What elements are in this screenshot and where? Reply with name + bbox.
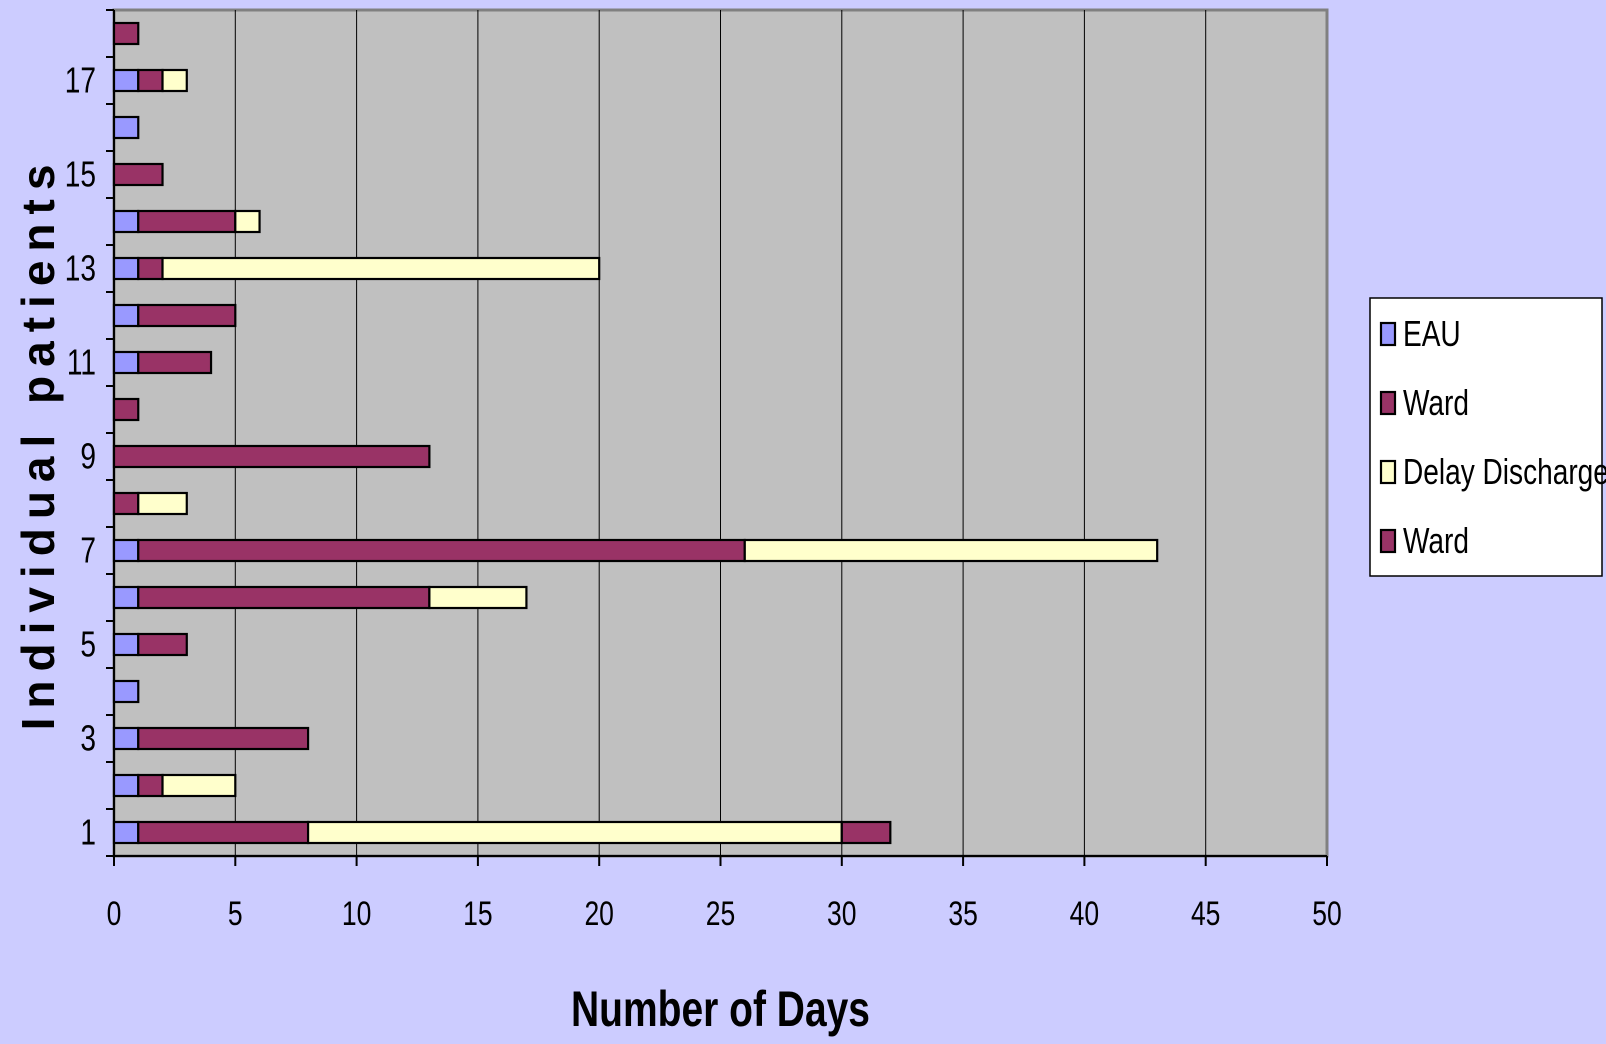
legend-swatch-3 — [1379, 528, 1397, 554]
y-tick-label-7: 7 — [80, 530, 96, 570]
bar-segment-patient-1-series-0 — [112, 820, 140, 845]
bar-segment-patient-14-series-0 — [112, 209, 140, 234]
bar-group-patient-2 — [112, 773, 237, 798]
bar-segment-patient-13-series-2 — [161, 256, 601, 281]
bar-group-patient-7 — [112, 538, 1159, 563]
legend-label-2: Delay Discharge — [1403, 452, 1606, 492]
y-tick-label-3: 3 — [80, 718, 96, 758]
bar-segment-patient-6-series-0 — [112, 585, 140, 610]
bar-group-patient-15 — [112, 162, 164, 187]
bar-segment-patient-1-series-1 — [137, 820, 310, 845]
bar-group-patient-5 — [112, 632, 188, 657]
x-tick-label-15: 15 — [463, 895, 493, 933]
legend: EAU Ward Delay Discharge Ward — [1369, 297, 1606, 577]
bar-group-patient-1 — [112, 820, 892, 845]
y-tick-label-15: 15 — [65, 154, 96, 194]
x-tick-label-5: 5 — [228, 895, 243, 933]
bar-group-patient-12 — [112, 303, 237, 328]
y-tick-label-13: 13 — [65, 248, 96, 288]
legend-label-0: EAU — [1403, 314, 1461, 354]
bar-segment-patient-11-series-1 — [137, 350, 213, 375]
legend-item-2: Delay Discharge — [1379, 452, 1606, 492]
bar-segment-patient-5-series-1 — [137, 632, 188, 657]
bar-segment-patient-2-series-0 — [112, 773, 140, 798]
bar-segment-patient-1-series-2 — [306, 820, 843, 845]
bar-segment-patient-8-series-1 — [112, 491, 140, 516]
bar-segment-patient-10-series-1 — [112, 397, 140, 422]
bar-group-patient-9 — [112, 444, 431, 469]
legend-item-3: Ward — [1379, 521, 1469, 561]
bars — [112, 21, 1159, 845]
x-axis-title: Number of Days — [571, 980, 870, 1037]
bar-segment-patient-1-series-3 — [840, 820, 892, 845]
bar-segment-patient-14-series-1 — [137, 209, 237, 234]
x-tick-label-20: 20 — [584, 895, 614, 933]
bar-segment-patient-7-series-1 — [137, 538, 746, 563]
y-axis-title: Individual patients — [12, 156, 64, 731]
bar-segment-patient-13-series-1 — [137, 256, 164, 281]
legend-swatch-0 — [1379, 321, 1397, 347]
bar-segment-patient-6-series-1 — [137, 585, 431, 610]
bar-segment-patient-5-series-0 — [112, 632, 140, 657]
legend-item-0: EAU — [1379, 314, 1461, 354]
bar-segment-patient-3-series-1 — [137, 726, 310, 751]
legend-swatch-1 — [1379, 390, 1397, 416]
bar-segment-patient-12-series-0 — [112, 303, 140, 328]
x-tick-label-45: 45 — [1191, 895, 1221, 933]
bar-segment-patient-7-series-2 — [743, 538, 1159, 563]
y-tick-label-11: 11 — [67, 342, 96, 382]
bar-segment-patient-3-series-0 — [112, 726, 140, 751]
bar-group-patient-18 — [112, 21, 140, 46]
legend-swatch-2 — [1379, 459, 1397, 485]
bar-group-patient-4 — [112, 679, 140, 704]
legend-box — [1369, 297, 1603, 577]
bar-segment-patient-8-series-2 — [137, 491, 188, 516]
bar-group-patient-11 — [112, 350, 213, 375]
legend-label-1: Ward — [1403, 383, 1469, 423]
bar-segment-patient-12-series-1 — [137, 303, 237, 328]
bar-segment-patient-15-series-1 — [112, 162, 164, 187]
bar-group-patient-10 — [112, 397, 140, 422]
bar-segment-patient-16-series-0 — [112, 115, 140, 140]
legend-item-1: Ward — [1379, 383, 1469, 423]
bar-segment-patient-6-series-2 — [428, 585, 528, 610]
bar-group-patient-16 — [112, 115, 140, 140]
bar-group-patient-14 — [112, 209, 261, 234]
bar-segment-patient-17-series-1 — [137, 68, 164, 93]
bar-segment-patient-13-series-0 — [112, 256, 140, 281]
bar-segment-patient-11-series-0 — [112, 350, 140, 375]
bar-segment-patient-18-series-1 — [112, 21, 140, 46]
bar-group-patient-6 — [112, 585, 528, 610]
x-tick-label-40: 40 — [1070, 895, 1100, 933]
bar-segment-patient-17-series-0 — [112, 68, 140, 93]
x-tick-label-50: 50 — [1312, 895, 1342, 933]
y-tick-label-17: 17 — [65, 60, 96, 100]
x-tick-label-35: 35 — [948, 895, 978, 933]
bar-segment-patient-4-series-0 — [112, 679, 140, 704]
y-tick-label-9: 9 — [80, 436, 96, 476]
bar-segment-patient-2-series-1 — [137, 773, 164, 798]
y-tick-label-1: 1 — [80, 812, 96, 852]
bar-segment-patient-14-series-2 — [234, 209, 261, 234]
legend-label-3: Ward — [1403, 521, 1469, 561]
bar-segment-patient-9-series-1 — [112, 444, 431, 469]
bar-group-patient-8 — [112, 491, 188, 516]
bar-segment-patient-17-series-2 — [161, 68, 188, 93]
x-tick-label-10: 10 — [342, 895, 372, 933]
bar-segment-patient-7-series-0 — [112, 538, 140, 563]
y-tick-label-5: 5 — [80, 624, 96, 664]
x-tick-label-30: 30 — [827, 895, 857, 933]
bar-group-patient-17 — [112, 68, 188, 93]
x-tick-label-25: 25 — [706, 895, 736, 933]
x-tick-label-0: 0 — [107, 895, 122, 933]
bar-segment-patient-2-series-2 — [161, 773, 237, 798]
plot-area — [112, 8, 1329, 858]
bar-group-patient-13 — [112, 256, 601, 281]
bar-group-patient-3 — [112, 726, 310, 751]
